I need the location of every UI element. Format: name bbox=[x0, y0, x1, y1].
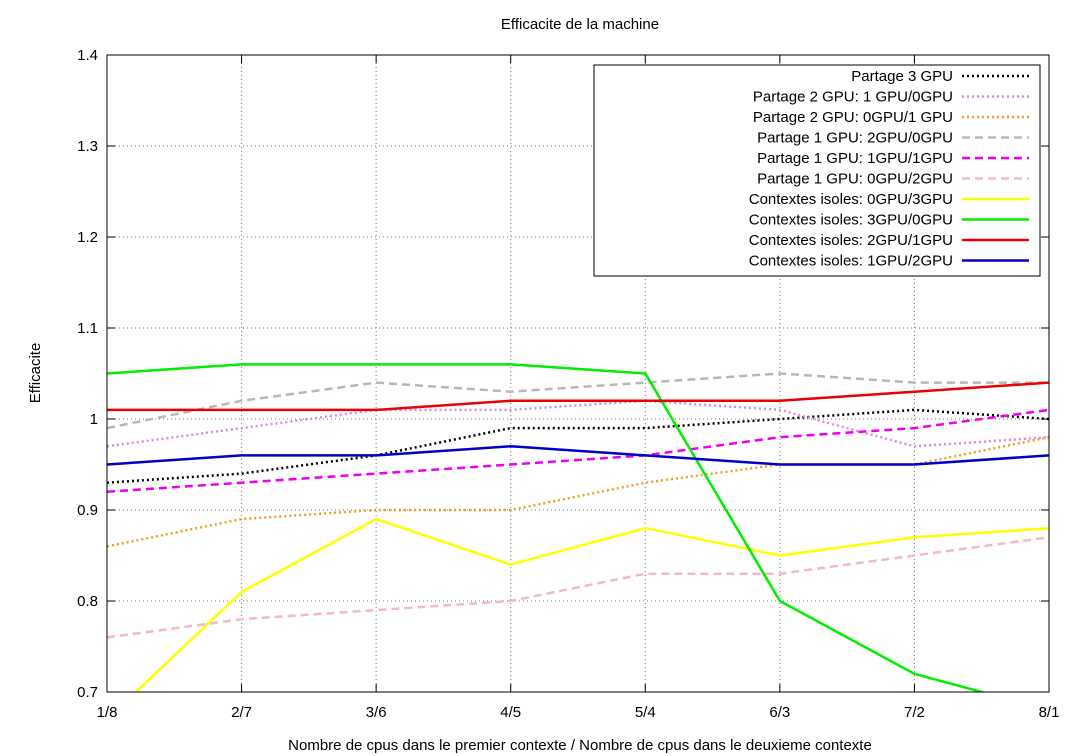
legend-label-2: Partage 2 GPU: 1 GPU/0GPU bbox=[753, 89, 953, 106]
series-line-1 bbox=[107, 408, 1049, 484]
x-tick-label: 1/8 bbox=[97, 704, 118, 721]
x-tick-label: 4/5 bbox=[500, 704, 521, 721]
x-tick-label: 2/7 bbox=[231, 704, 252, 721]
axis-ticks: 0.7 0.8 0.9 1 1.1 1.2 1.3 1.4 1/8 2/7 3/6 4/5 5/4 6/3… bbox=[77, 47, 1059, 721]
y-tick-label: 1 bbox=[90, 411, 98, 428]
y-tick-label: 0.8 bbox=[77, 593, 98, 610]
y-tick-label: 0.9 bbox=[77, 502, 98, 519]
y-tick-label: 1.4 bbox=[77, 47, 98, 64]
series-line-8 bbox=[107, 363, 987, 692]
series-line-2 bbox=[107, 399, 1049, 448]
series-layer bbox=[107, 363, 1049, 692]
x-tick-label: 3/6 bbox=[366, 704, 387, 721]
legend: Partage 3 GPU Partage 2 GPU: 1 GPU/0GPU Pa… bbox=[593, 64, 1041, 277]
series-line-6 bbox=[107, 536, 1049, 639]
legend-label-9: Contextes isoles: 2GPU/1GPU bbox=[749, 232, 953, 249]
y-axis-label: Efficacite bbox=[27, 343, 44, 404]
series-line-7 bbox=[134, 517, 1049, 692]
series-line-5 bbox=[107, 408, 1049, 494]
series-line-9 bbox=[107, 381, 1049, 412]
y-tick-label: 0.7 bbox=[77, 684, 98, 701]
legend-label-1: Partage 3 GPU bbox=[851, 68, 953, 85]
legend-label-6: Partage 1 GPU: 0GPU/2GPU bbox=[757, 171, 953, 188]
y-tick-label: 1.2 bbox=[77, 229, 98, 246]
legend-label-3: Partage 2 GPU: 0GPU/1 GPU bbox=[753, 109, 953, 126]
y-tick-label: 1.3 bbox=[77, 138, 98, 155]
y-tick-label: 1.1 bbox=[77, 320, 98, 337]
legend-label-7: Contextes isoles: 0GPU/3GPU bbox=[749, 191, 953, 208]
series-line-10 bbox=[107, 445, 1049, 466]
x-tick-label: 6/3 bbox=[769, 704, 790, 721]
series-line-4 bbox=[107, 372, 1049, 430]
plot-frame bbox=[106, 54, 1050, 693]
chart-title: Efficacite de la machine bbox=[501, 16, 659, 33]
x-axis-label: Nombre de cpus dans le premier contexte … bbox=[288, 737, 872, 754]
x-tick-label: 7/2 bbox=[904, 704, 925, 721]
legend-label-10: Contextes isoles: 1GPU/2GPU bbox=[749, 253, 953, 270]
series-line-3 bbox=[107, 435, 1049, 548]
legend-label-5: Partage 1 GPU: 1GPU/1GPU bbox=[757, 150, 953, 167]
x-tick-label: 8/1 bbox=[1039, 704, 1060, 721]
legend-label-8: Contextes isoles: 3GPU/0GPU bbox=[749, 212, 953, 229]
legend-label-4: Partage 1 GPU: 2GPU/0GPU bbox=[757, 130, 953, 147]
x-tick-label: 5/4 bbox=[635, 704, 656, 721]
